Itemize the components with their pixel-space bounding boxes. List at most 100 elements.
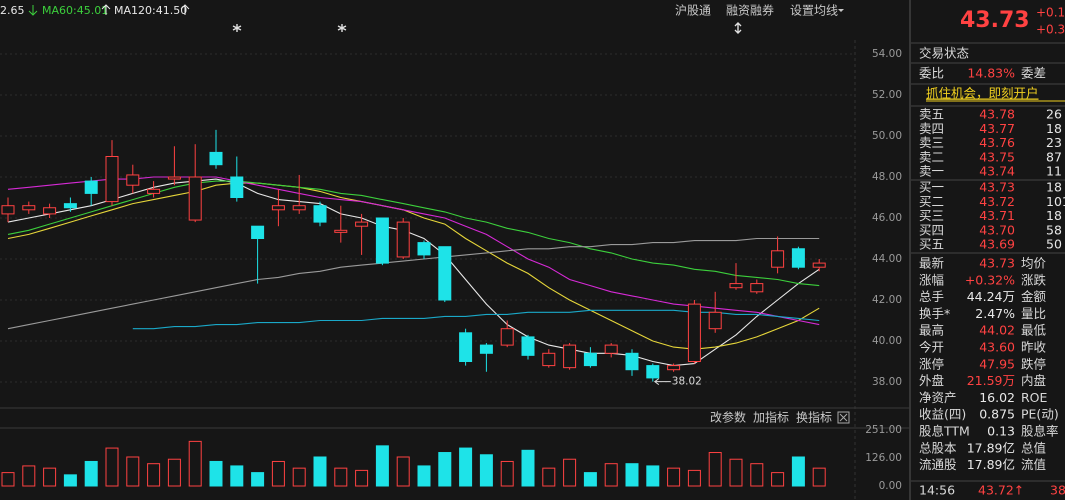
candle-body — [334, 229, 348, 233]
toolbar-button[interactable]: 设置均线 — [790, 4, 838, 18]
stat-label: 外盘 — [919, 373, 944, 388]
stat-label2: 股息率 — [1021, 424, 1059, 439]
y-tick-label: 54.00 — [872, 48, 902, 60]
volume-bar — [417, 465, 431, 487]
volume-bar — [583, 472, 597, 487]
volume-bar — [750, 463, 764, 487]
stat-label2: ROE — [1021, 390, 1048, 405]
volume-bar — [271, 460, 285, 487]
toolbar-button[interactable]: 融资融券 — [726, 3, 774, 18]
volume-bar — [188, 440, 202, 487]
volume-bar — [646, 465, 660, 487]
volume-bar — [375, 445, 389, 487]
volume-bar — [521, 449, 535, 487]
stat-label2: 总值 — [1021, 440, 1046, 455]
indicator-button[interactable]: 换指标 — [796, 410, 832, 425]
y-tick-label: 46.00 — [872, 212, 902, 224]
dropdown-caret — [838, 9, 844, 12]
close-button[interactable] — [837, 411, 850, 424]
volume-bar — [209, 460, 223, 487]
indicator-button[interactable]: 加指标 — [753, 410, 789, 425]
volume-bar — [251, 472, 265, 487]
candle-body — [355, 221, 369, 227]
candle-body — [313, 205, 327, 223]
volume-bar — [687, 469, 701, 487]
candle-body — [750, 283, 764, 293]
stat-label2: 流值 — [1021, 457, 1046, 472]
candle-body — [43, 207, 57, 215]
book-price: 43.76 — [979, 135, 1015, 150]
candle-body — [646, 365, 660, 379]
stat-value: +0.32% — [965, 272, 1015, 287]
promo-link[interactable]: 抓住机会，即刻开户 — [926, 86, 1039, 101]
tick-time: 14:56 — [919, 483, 955, 498]
candle-body — [667, 365, 681, 371]
volume-bar — [708, 452, 722, 487]
indicator-button[interactable]: 改参数 — [710, 410, 746, 425]
volume-bar — [396, 456, 410, 487]
stat-label: 今开 — [919, 340, 944, 355]
stat-label2: PE(动) — [1021, 407, 1059, 422]
stat-label: 涨停 — [919, 356, 944, 371]
candle-body — [583, 352, 597, 367]
up-arrow — [101, 4, 111, 15]
volume-bar — [43, 467, 57, 487]
candle-body — [126, 174, 140, 186]
stat-label2: 内盘 — [1021, 373, 1046, 388]
ratio-value: 14.83% — [967, 66, 1015, 81]
book-price: 43.78 — [979, 107, 1015, 122]
candle-body — [459, 332, 473, 362]
volume-bar — [292, 467, 306, 487]
change-pct: +0.32 — [1036, 23, 1065, 37]
candle-body — [105, 156, 119, 203]
volume-bar — [105, 447, 119, 487]
volume-bar — [771, 472, 785, 487]
volume-bar — [459, 447, 473, 487]
stat-label: 涨幅 — [919, 272, 944, 287]
toolbar-button[interactable]: 沪股通 — [675, 4, 711, 18]
book-label: 买三 — [919, 208, 944, 223]
candle-body — [604, 344, 618, 354]
stat-value: 43.73 — [979, 256, 1015, 271]
stat-label: 换手* — [919, 306, 950, 321]
volume-bar — [22, 465, 36, 487]
volume-bar — [438, 452, 452, 487]
stat-label2: 涨跌 — [1021, 272, 1047, 287]
stat-label2: 最低 — [1021, 323, 1047, 338]
book-label: 买五 — [919, 237, 944, 252]
book-volume: 23 — [1046, 135, 1062, 150]
event-markers — [232, 22, 742, 34]
ma-label: 2.65 — [0, 4, 25, 17]
stat-label2: 金额 — [1021, 289, 1047, 304]
quote-header — [911, 0, 1065, 42]
book-label: 卖四 — [919, 121, 944, 136]
stat-value: 43.60 — [979, 340, 1015, 355]
candle-body — [375, 217, 389, 264]
candle-body — [417, 242, 431, 256]
candle-body — [687, 303, 701, 363]
ma-line — [132, 309, 820, 330]
volume-bar — [167, 458, 181, 487]
volume-bar — [791, 456, 805, 487]
stat-value: 47.95 — [979, 356, 1015, 371]
volume-bar — [604, 463, 618, 487]
candle-body — [563, 344, 577, 369]
volume-bar — [147, 463, 161, 487]
volume-bar — [230, 465, 244, 487]
tick-volume: 38 — [1050, 483, 1065, 498]
volume-bar — [563, 458, 577, 487]
stat-value: 2.47% — [975, 306, 1015, 321]
book-volume: 87 — [1046, 149, 1062, 164]
change: +0.14 — [1036, 6, 1065, 20]
candle-body — [63, 203, 77, 209]
down-arrow — [28, 5, 38, 16]
candle-body — [147, 188, 161, 194]
candle-body — [708, 311, 722, 330]
book-price: 43.74 — [979, 164, 1015, 179]
volume-bar — [313, 456, 327, 487]
book-label: 卖三 — [919, 135, 944, 150]
candle-body — [271, 205, 285, 211]
y-tick-label: 42.00 — [872, 294, 902, 306]
y-tick-label: 48.00 — [872, 171, 902, 183]
